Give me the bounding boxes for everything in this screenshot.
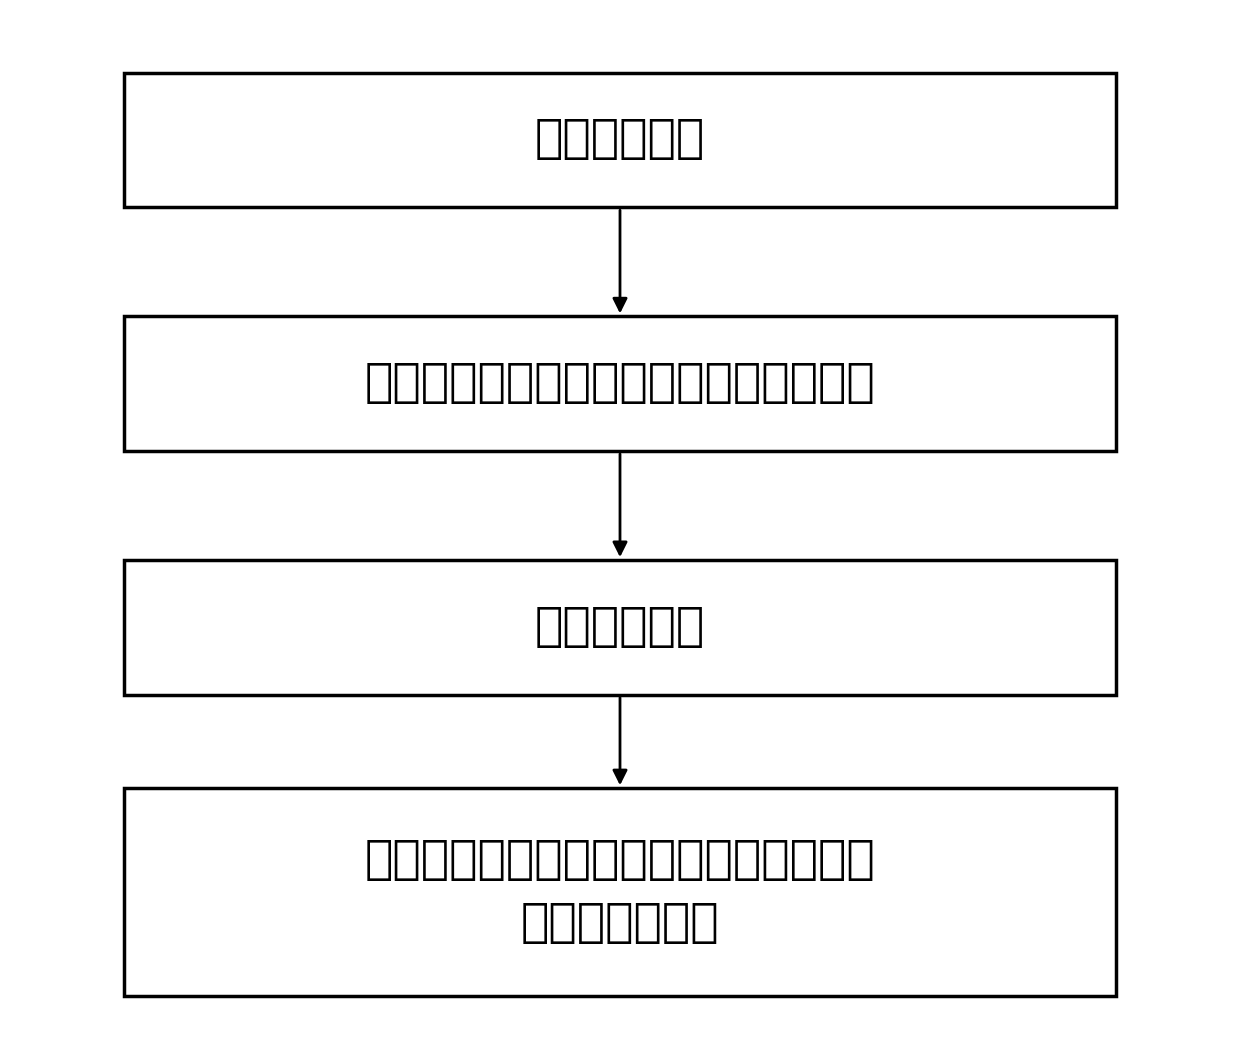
- Text: 对隔断试件进行超临界二氧化碳压裂实验: 对隔断试件进行超临界二氧化碳压裂实验: [365, 361, 875, 407]
- Text: 制备隔断试件: 制备隔断试件: [534, 117, 706, 163]
- Bar: [124, 73, 1116, 207]
- Bar: [124, 788, 1116, 996]
- Text: 制备样品试件: 制备样品试件: [534, 605, 706, 650]
- Bar: [124, 560, 1116, 695]
- Text: 根据标准曲线，获得超临界二氧化碳压裂
过程的相变特征: 根据标准曲线，获得超临界二氧化碳压裂 过程的相变特征: [365, 838, 875, 946]
- Bar: [124, 316, 1116, 451]
